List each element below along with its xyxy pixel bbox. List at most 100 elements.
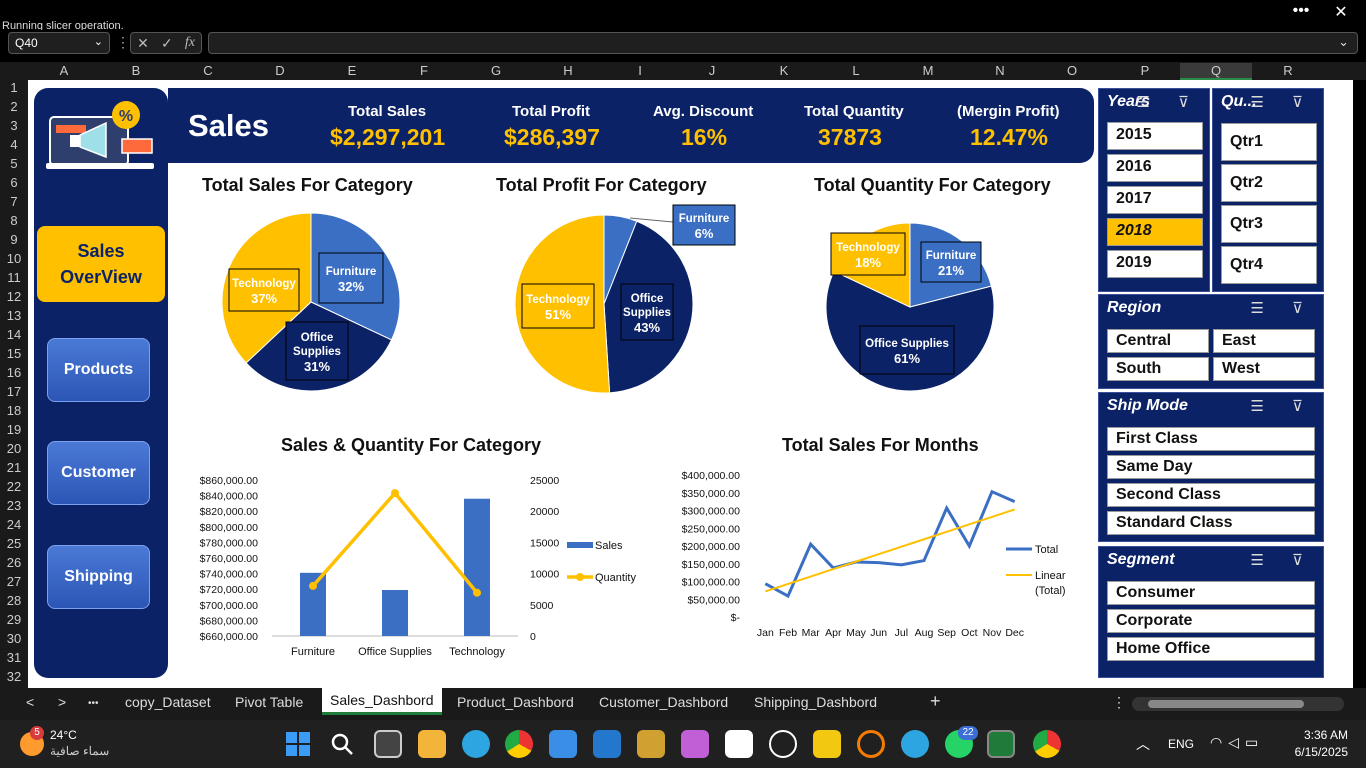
row-header-19[interactable]: 19 (6, 422, 22, 437)
search-icon[interactable] (330, 732, 354, 756)
tab-prev-icon[interactable]: < (26, 694, 35, 710)
products-button[interactable]: Products (47, 338, 150, 402)
slicer-item-home-office[interactable]: Home Office (1107, 637, 1315, 661)
snipping-icon[interactable] (725, 730, 753, 758)
excel-icon[interactable] (987, 730, 1015, 758)
row-header-18[interactable]: 18 (6, 403, 22, 418)
slicer-item-first-class[interactable]: First Class (1107, 427, 1315, 451)
column-header-a[interactable]: A (59, 63, 69, 78)
row-header-24[interactable]: 24 (6, 517, 22, 532)
tab-product-dashbord[interactable]: Product_Dashbord (457, 694, 574, 710)
tab-copy-dataset[interactable]: copy_Dataset (125, 694, 211, 710)
slicer-item-year-2019[interactable]: 2019 (1107, 250, 1203, 278)
column-header-q[interactable]: Q (1180, 63, 1252, 80)
column-header-p[interactable]: P (1140, 63, 1150, 78)
row-header-22[interactable]: 22 (6, 479, 22, 494)
slicer-item-year-2017[interactable]: 2017 (1107, 186, 1203, 214)
row-header-12[interactable]: 12 (6, 289, 22, 304)
task-view-icon[interactable] (374, 730, 402, 758)
row-header-29[interactable]: 29 (6, 612, 22, 627)
cancel-icon[interactable]: ✕ (137, 34, 149, 51)
row-header-20[interactable]: 20 (6, 441, 22, 456)
column-header-r[interactable]: R (1283, 63, 1293, 78)
add-sheet-icon[interactable]: + (930, 691, 941, 711)
more-options-icon[interactable]: ••• (1292, 2, 1310, 19)
chrome-icon[interactable] (505, 730, 533, 758)
row-header-17[interactable]: 17 (6, 384, 22, 399)
column-header-g[interactable]: G (490, 63, 502, 78)
slicer-filter-icons[interactable]: ☰ ⊽ (1136, 94, 1201, 111)
row-header-30[interactable]: 30 (6, 631, 22, 646)
column-header-l[interactable]: L (852, 63, 860, 78)
slicer-item-same-day[interactable]: Same Day (1107, 455, 1315, 479)
column-header-d[interactable]: D (275, 63, 285, 78)
vscode-icon[interactable] (593, 730, 621, 758)
row-header-10[interactable]: 10 (6, 251, 22, 266)
language-indicator[interactable]: ENG (1168, 737, 1195, 751)
column-header-f[interactable]: F (420, 63, 428, 78)
column-header-o[interactable]: O (1066, 63, 1078, 78)
enter-icon[interactable]: ✓ (160, 34, 173, 51)
row-header-26[interactable]: 26 (6, 555, 22, 570)
column-header-c[interactable]: C (203, 63, 213, 78)
column-header-m[interactable]: M (922, 63, 934, 78)
expand-formula-icon[interactable]: ⌄ (1338, 34, 1349, 49)
slicer-item-east[interactable]: East (1213, 329, 1315, 353)
slicer-item-qtr3[interactable]: Qtr3 (1221, 205, 1317, 243)
row-header-7[interactable]: 7 (10, 194, 18, 209)
column-header-i[interactable]: I (638, 63, 642, 78)
column-header-h[interactable]: H (563, 63, 573, 78)
row-header-11[interactable]: 11 (7, 270, 21, 285)
edge-icon[interactable] (462, 730, 490, 758)
slicer-item-year-2018[interactable]: 2018 (1107, 218, 1203, 246)
slicer-item-consumer[interactable]: Consumer (1107, 581, 1315, 605)
row-header-21[interactable]: 21 (6, 460, 22, 475)
slicer-item-west[interactable]: West (1213, 357, 1315, 381)
telegram-icon[interactable] (901, 730, 929, 758)
horizontal-scroll-thumb[interactable] (1148, 700, 1304, 708)
sales-overview-button[interactable]: Sales OverView (37, 226, 165, 302)
row-header-4[interactable]: 4 (10, 137, 18, 152)
tab-more-icon[interactable]: ••• (88, 698, 99, 709)
slicer-item-qtr4[interactable]: Qtr4 (1221, 246, 1317, 284)
row-header-25[interactable]: 25 (6, 536, 22, 551)
row-header-14[interactable]: 14 (6, 327, 22, 342)
row-header-1[interactable]: 1 (10, 80, 18, 95)
row-header-27[interactable]: 27 (6, 574, 22, 589)
clock-date[interactable]: 6/15/2025 (1294, 745, 1348, 759)
windows-start-icon[interactable] (286, 732, 310, 756)
row-header-23[interactable]: 23 (6, 498, 22, 513)
row-header-15[interactable]: 15 (6, 346, 22, 361)
tab-sales-dashbord[interactable]: Sales_Dashbord (322, 688, 442, 715)
slicer-item-year-2016[interactable]: 2016 (1107, 154, 1203, 182)
row-header-3[interactable]: 3 (10, 118, 18, 133)
slicer-item-qtr1[interactable]: Qtr1 (1221, 123, 1317, 161)
tab-shipping-dashbord[interactable]: Shipping_Dashbord (754, 694, 877, 710)
slicer-filter-icons[interactable]: ☰ ⊽ (1250, 552, 1315, 569)
chevron-up-icon[interactable]: ︿ (1136, 736, 1150, 752)
file-explorer-icon[interactable] (418, 730, 446, 758)
slicer-item-year-2015[interactable]: 2015 (1107, 122, 1203, 150)
close-icon[interactable]: ✕ (1334, 4, 1348, 21)
slicer-item-corporate[interactable]: Corporate (1107, 609, 1315, 633)
tab-customer-dashbord[interactable]: Customer_Dashbord (599, 694, 729, 710)
row-header-13[interactable]: 13 (6, 308, 22, 323)
store-icon[interactable] (549, 730, 577, 758)
formula-input[interactable]: ⌄ (208, 32, 1358, 54)
slicer-filter-icons[interactable]: ☰ ⊽ (1250, 94, 1315, 111)
name-box[interactable]: Q40 ⌄ (8, 32, 110, 54)
tab-pivot-table[interactable]: Pivot Table (235, 694, 304, 710)
row-header-6[interactable]: 6 (10, 175, 18, 190)
tab-options-icon[interactable]: ⋮ (1112, 694, 1126, 710)
slicer-filter-icons[interactable]: ☰ ⊽ (1250, 300, 1315, 317)
jupyter-icon[interactable] (857, 730, 885, 758)
column-header-k[interactable]: K (779, 63, 789, 78)
row-header-9[interactable]: 9 (10, 232, 18, 247)
row-header-31[interactable]: 31 (6, 650, 22, 665)
shipping-button[interactable]: Shipping (47, 545, 150, 609)
tab-next-icon[interactable]: > (58, 694, 67, 710)
chatgpt-icon[interactable] (769, 730, 797, 758)
row-header-8[interactable]: 8 (10, 213, 18, 228)
customer-button[interactable]: Customer (47, 441, 150, 505)
row-header-2[interactable]: 2 (10, 99, 18, 114)
